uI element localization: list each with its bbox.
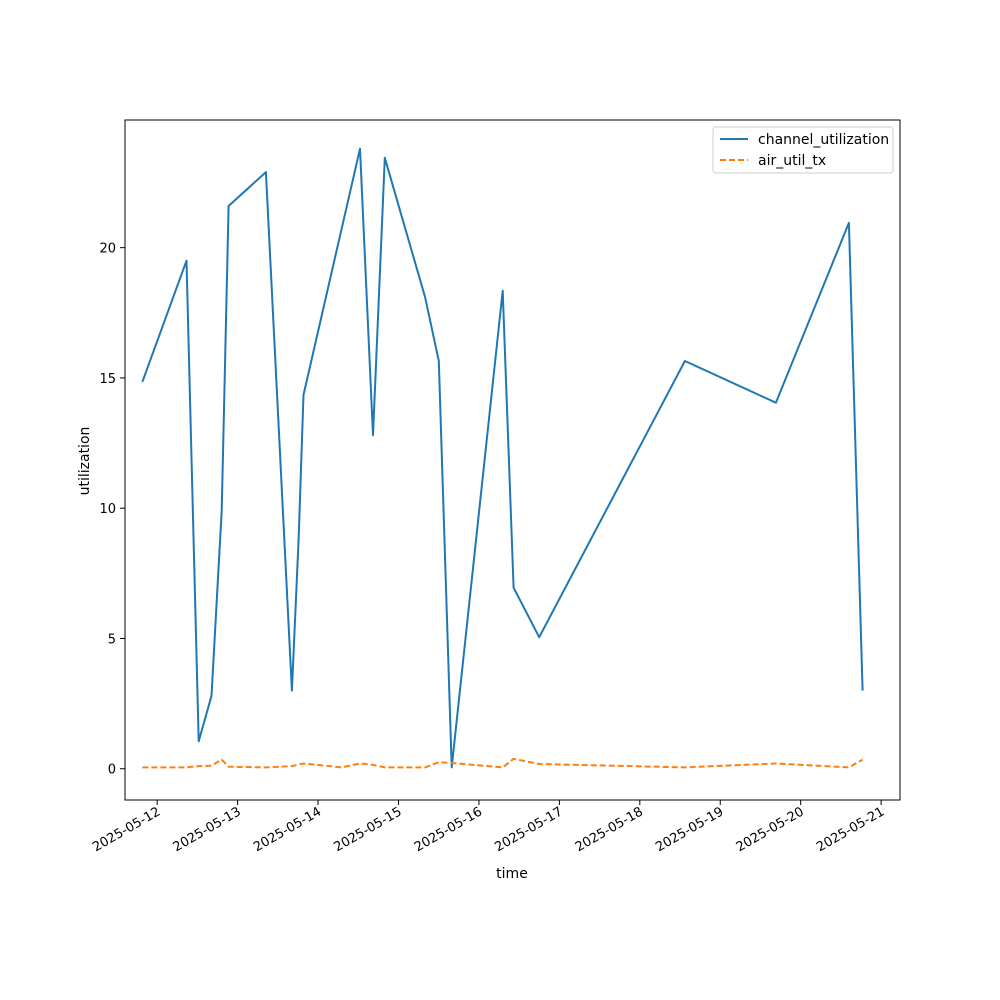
legend: channel_utilization air_util_tx xyxy=(712,126,894,174)
y-tick-label: 15 xyxy=(99,372,116,387)
y-tick-label: 0 xyxy=(108,763,116,778)
plot-frame xyxy=(124,119,901,801)
legend-box xyxy=(712,126,894,174)
legend-label-channel-utilization: channel_utilization xyxy=(758,132,889,148)
y-axis: 0 5 10 15 20 xyxy=(99,242,125,778)
y-axis-label: utilization xyxy=(77,427,93,496)
y-tick-label: 20 xyxy=(99,242,116,257)
legend-label-air-util-tx: air_util_tx xyxy=(758,153,826,169)
series-line-channel-utilization xyxy=(141,147,864,769)
series-line-air-util-tx xyxy=(142,757,864,769)
series-layer xyxy=(141,147,864,769)
x-axis-label: time xyxy=(496,866,528,882)
y-tick-label: 5 xyxy=(108,632,116,647)
y-tick-label: 10 xyxy=(99,502,116,517)
